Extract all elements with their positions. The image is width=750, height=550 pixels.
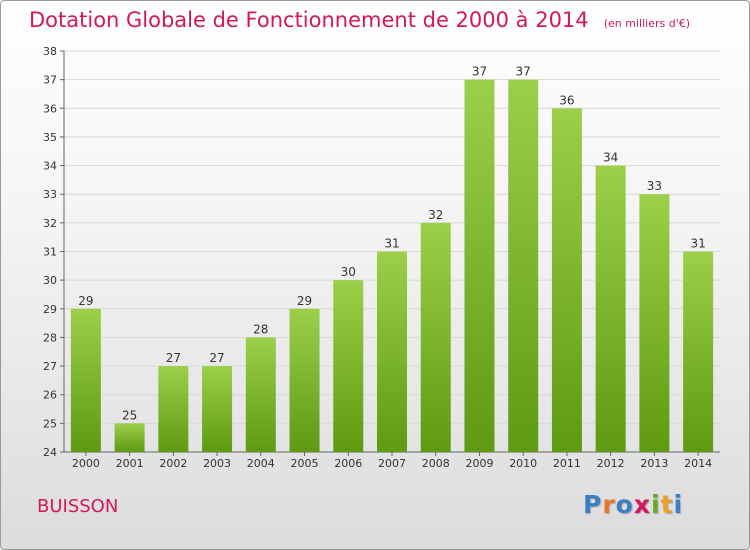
chart-unit-note: (en milliers d'€) — [603, 17, 691, 30]
y-tick-label: 27 — [43, 360, 57, 373]
y-tick-label: 24 — [43, 446, 57, 459]
chart-title: Dotation Globale de Fonctionnement de 20… — [29, 8, 690, 32]
x-tick-label: 2007 — [378, 457, 406, 470]
bar-2014 — [683, 251, 714, 452]
data-label-2007: 31 — [384, 237, 399, 251]
bar-2005 — [289, 308, 320, 452]
logo-letter: o — [615, 490, 634, 519]
x-tick-label: 2008 — [422, 457, 450, 470]
data-label-2012: 34 — [603, 151, 618, 165]
bar-2003 — [202, 366, 233, 452]
bar-2004 — [245, 337, 276, 452]
commune-name: BUISSON — [37, 496, 119, 517]
data-label-2000: 29 — [78, 294, 93, 308]
data-label-2011: 36 — [559, 93, 574, 107]
logo-letter: x — [633, 490, 651, 519]
x-tick-label: 2010 — [509, 457, 537, 470]
data-label-2005: 29 — [297, 294, 312, 308]
y-tick-label: 30 — [43, 274, 57, 287]
bar-2000 — [70, 308, 101, 452]
y-tick-label: 38 — [43, 45, 57, 58]
data-label-2008: 32 — [428, 208, 443, 222]
bar-2009 — [464, 79, 495, 453]
y-tick-label: 26 — [43, 389, 57, 402]
logo-letter: t — [660, 490, 674, 519]
y-tick-label: 32 — [43, 217, 57, 230]
logo-letter: r — [602, 490, 616, 519]
bar-2011 — [551, 108, 582, 453]
proxiti-logo: Proxiti — [583, 490, 683, 519]
y-tick-label: 37 — [43, 74, 57, 87]
logo-letter: i — [651, 490, 661, 519]
x-tick-label: 2004 — [247, 457, 275, 470]
x-tick-label: 2001 — [116, 457, 144, 470]
y-tick-label: 28 — [43, 331, 57, 344]
x-tick-label: 2012 — [597, 457, 625, 470]
bar-2006 — [333, 280, 364, 452]
y-tick-label: 25 — [43, 417, 57, 430]
bar-2007 — [377, 251, 407, 452]
data-label-2003: 27 — [209, 351, 224, 365]
x-tick-label: 2014 — [684, 457, 712, 470]
y-tick-label: 29 — [43, 303, 57, 316]
bar-2001 — [114, 423, 145, 452]
y-tick-label: 36 — [43, 102, 57, 115]
data-label-2009: 37 — [472, 65, 487, 79]
bar-2013 — [639, 194, 670, 452]
data-label-2002: 27 — [166, 351, 181, 365]
logo-letter: P — [583, 490, 603, 519]
x-tick-label: 2002 — [159, 457, 187, 470]
bar-2002 — [158, 366, 189, 452]
data-label-2006: 30 — [341, 265, 356, 279]
x-tick-label: 2006 — [334, 457, 362, 470]
y-tick-label: 33 — [43, 188, 57, 201]
x-tick-label: 2009 — [465, 457, 493, 470]
chart-title-text: Dotation Globale de Fonctionnement de 20… — [29, 8, 589, 32]
bars — [70, 79, 714, 453]
data-labels: 29 25 27 27 28 29 30 31 32 37 37 36 34 33 31 — [78, 65, 706, 423]
bar-2010 — [508, 79, 539, 453]
bar-2012 — [595, 165, 626, 453]
x-tick-label: 2013 — [640, 457, 668, 470]
data-label-2013: 33 — [647, 179, 662, 193]
x-tick-label: 2011 — [553, 457, 581, 470]
y-tick-label: 35 — [43, 131, 57, 144]
data-label-2004: 28 — [253, 322, 268, 336]
data-label-2001: 25 — [122, 408, 137, 422]
logo-letter: i — [673, 490, 684, 519]
x-tick-label: 2005 — [291, 457, 319, 470]
data-label-2010: 37 — [516, 65, 531, 79]
y-tick-label: 31 — [43, 246, 57, 259]
y-tick-label: 34 — [43, 160, 57, 173]
x-tick-label: 2003 — [203, 457, 231, 470]
bar-2008 — [420, 222, 451, 452]
x-tick-label: 2000 — [72, 457, 100, 470]
data-label-2014: 31 — [690, 237, 705, 251]
